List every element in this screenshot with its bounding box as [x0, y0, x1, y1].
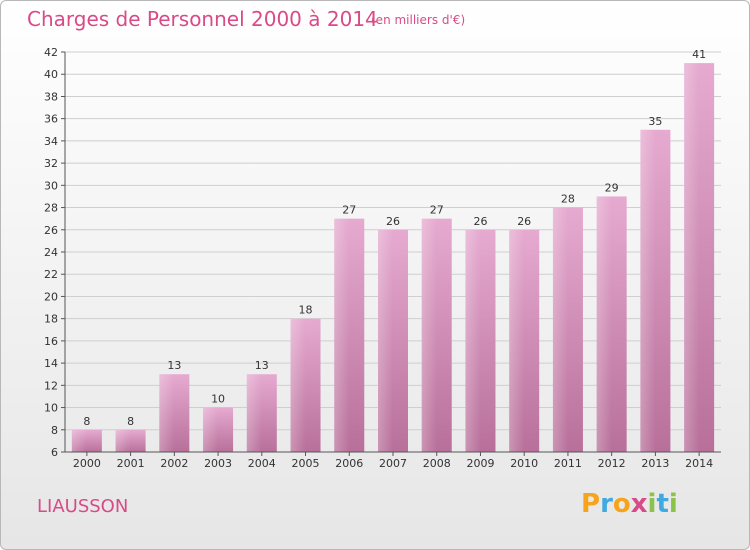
- bar-value-label: 26: [517, 215, 531, 228]
- x-tick-label: 2007: [379, 457, 407, 470]
- bar-value-label: 13: [167, 359, 181, 372]
- bar-highlight: [596, 196, 612, 452]
- bar-highlight: [640, 129, 656, 452]
- x-tick-label: 2012: [598, 457, 626, 470]
- y-tick-label: 42: [44, 46, 58, 59]
- y-tick-label: 32: [44, 157, 58, 170]
- bar-highlight: [552, 207, 568, 452]
- y-tick-label: 28: [44, 202, 58, 215]
- bar-value-label: 13: [255, 359, 269, 372]
- bar-highlight: [115, 429, 131, 452]
- bar-highlight: [203, 407, 219, 452]
- bar-value-label: 26: [386, 215, 400, 228]
- logo-letter: i: [647, 489, 657, 519]
- x-tick-label: 2009: [466, 457, 494, 470]
- y-tick-label: 30: [44, 179, 58, 192]
- logo-letter: r: [600, 489, 613, 519]
- y-tick-label: 10: [44, 402, 58, 415]
- x-tick-label: 2008: [423, 457, 451, 470]
- y-axis-ticks: 6 8 10 12 14 16 18 20 22 24 26 28 30 32 34 36 38 40 42: [44, 46, 65, 459]
- y-tick-label: 34: [44, 135, 58, 148]
- y-tick-label: 12: [44, 379, 58, 392]
- bar-highlight: [465, 229, 481, 452]
- y-tick-label: 24: [44, 246, 58, 259]
- x-axis-ticks: 2000 2001 2002 2003 2004 2005 2006 2007 2008 2009…: [73, 452, 713, 470]
- y-tick-label: 16: [44, 335, 58, 348]
- y-tick-label: 8: [51, 424, 58, 437]
- bar-value-label: 8: [83, 415, 90, 428]
- bar-value-label: 35: [648, 115, 662, 128]
- chart-title: Charges de Personnel 2000 à 2014: [27, 7, 378, 31]
- bar-highlight: [509, 229, 525, 452]
- y-tick-label: 36: [44, 113, 58, 126]
- logo-letter: P: [581, 489, 601, 519]
- bar-highlight: [290, 318, 306, 452]
- x-tick-label: 2006: [335, 457, 363, 470]
- bar-value-label: 28: [561, 193, 575, 206]
- x-tick-label: 2003: [204, 457, 232, 470]
- bar-value-label: 8: [127, 415, 134, 428]
- x-tick-label: 2002: [160, 457, 188, 470]
- x-tick-label: 2001: [117, 457, 145, 470]
- logo-letter: x: [630, 489, 648, 519]
- y-tick-label: 22: [44, 268, 58, 281]
- bar-value-label: 27: [342, 204, 356, 217]
- x-tick-label: 2005: [292, 457, 320, 470]
- bar-highlight: [159, 374, 175, 452]
- y-tick-label: 40: [44, 68, 58, 81]
- bar-highlight: [334, 218, 350, 452]
- bars: 8 8 13 10 13 18 27 26 27 26 26 28 29 35 41: [71, 48, 715, 452]
- commune-name: LIAUSSON: [37, 496, 129, 517]
- x-tick-label: 2011: [554, 457, 582, 470]
- bar-highlight: [71, 429, 87, 452]
- logo-letter: i: [668, 489, 678, 519]
- chart-subtitle: (en milliers d'€): [371, 13, 466, 27]
- x-tick-label: 2010: [510, 457, 538, 470]
- bar-value-label: 26: [473, 215, 487, 228]
- bar-value-label: 10: [211, 393, 225, 406]
- y-tick-label: 26: [44, 224, 58, 237]
- bar-value-label: 27: [430, 204, 444, 217]
- y-tick-label: 38: [44, 90, 58, 103]
- y-tick-label: 18: [44, 313, 58, 326]
- x-tick-label: 2014: [685, 457, 713, 470]
- proxiti-logo: Proxiti: [581, 489, 678, 519]
- x-tick-label: 2000: [73, 457, 101, 470]
- y-tick-label: 6: [51, 446, 58, 459]
- bar-highlight: [684, 63, 700, 452]
- bar-value-label: 29: [605, 181, 619, 194]
- x-tick-label: 2013: [641, 457, 669, 470]
- bar-highlight: [421, 218, 437, 452]
- y-tick-label: 20: [44, 290, 58, 303]
- logo-letter: o: [612, 489, 631, 519]
- logo-letter: t: [656, 489, 669, 519]
- x-tick-label: 2004: [248, 457, 276, 470]
- bar-highlight: [378, 229, 393, 452]
- bar-value-label: 41: [692, 48, 706, 61]
- bar-highlight: [246, 374, 262, 452]
- bar-value-label: 18: [299, 304, 313, 317]
- y-tick-label: 14: [44, 357, 58, 370]
